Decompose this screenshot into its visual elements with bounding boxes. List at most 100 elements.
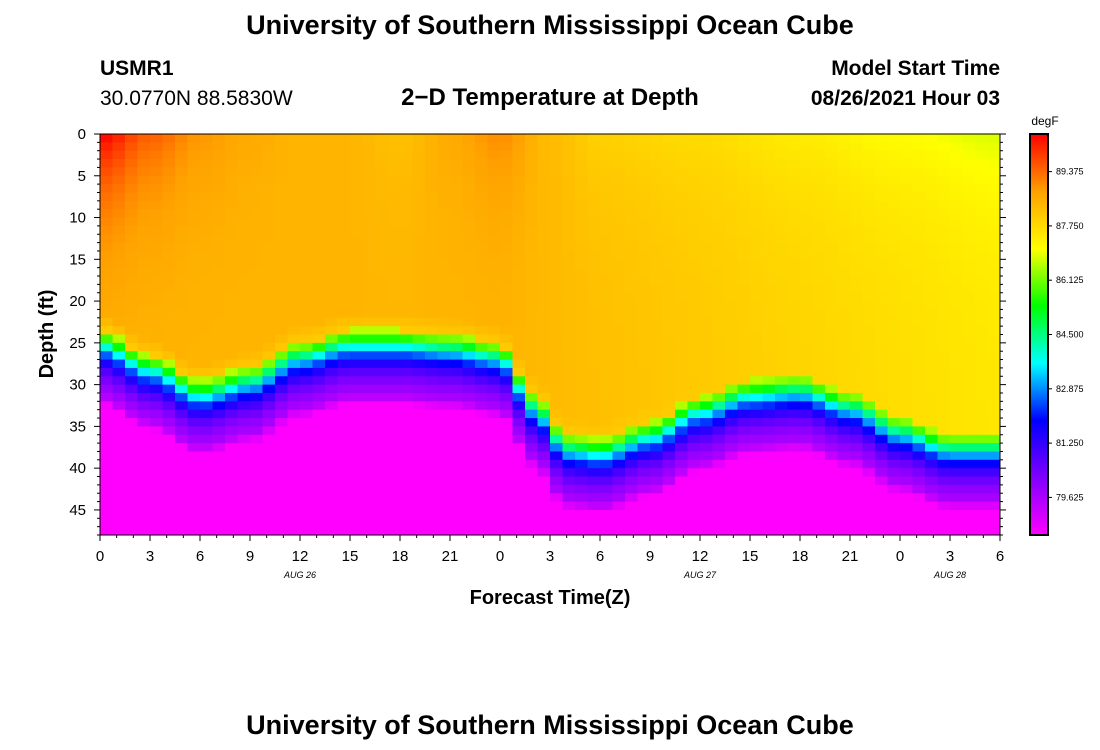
heatmap-cell (450, 167, 464, 177)
heatmap-cell (212, 250, 226, 260)
heatmap-cell (875, 434, 889, 444)
heatmap-cell (687, 192, 701, 202)
heatmap-cell (237, 426, 251, 436)
heatmap-cell (400, 209, 414, 219)
heatmap-cell (475, 209, 489, 219)
heatmap-cell (200, 175, 214, 185)
heatmap-cell (487, 184, 501, 194)
heatmap-cell (387, 509, 401, 519)
heatmap-cell (737, 242, 751, 252)
heatmap-cell (612, 175, 626, 185)
heatmap-cell (800, 451, 814, 461)
heatmap-cell (425, 484, 439, 494)
heatmap-cell (275, 493, 289, 503)
heatmap-cell (150, 468, 164, 478)
heatmap-cell (412, 526, 426, 535)
heatmap-cell (887, 351, 901, 361)
heatmap-cell (337, 459, 351, 469)
heatmap-cell (537, 309, 551, 319)
heatmap-cell (262, 317, 276, 327)
heatmap-cell (162, 493, 176, 503)
heatmap-cell (587, 426, 601, 436)
heatmap-cell (600, 250, 614, 260)
heatmap-cell (687, 259, 701, 269)
heatmap-cell (212, 142, 226, 152)
heatmap-cell (650, 392, 664, 402)
heatmap-cell (712, 367, 726, 377)
heatmap-cell (250, 443, 264, 453)
heatmap-cell (675, 509, 689, 519)
heatmap-cell (387, 443, 401, 453)
heatmap-cell (837, 434, 851, 444)
heatmap-cell (825, 192, 839, 202)
heatmap-cell (262, 493, 276, 503)
heatmap-cell (562, 493, 576, 503)
heatmap-cell (437, 167, 451, 177)
heatmap-cell (287, 376, 301, 386)
heatmap-cell (762, 284, 776, 294)
heatmap-cell (125, 225, 139, 235)
heatmap-cell (762, 451, 776, 461)
heatmap-cell (425, 259, 439, 269)
heatmap-cell (900, 367, 914, 377)
heatmap-cell (562, 418, 576, 427)
heatmap-cell (712, 493, 726, 503)
heatmap-cell (437, 459, 451, 469)
heatmap-cell (762, 484, 776, 494)
heatmap-cell (950, 501, 964, 511)
heatmap-cell (400, 234, 414, 244)
heatmap-cell (987, 334, 1000, 344)
heatmap-cell (137, 292, 151, 302)
heatmap-cell (662, 367, 676, 377)
heatmap-cell (787, 351, 801, 361)
heatmap-cell (162, 443, 176, 453)
heatmap-cell (675, 426, 689, 436)
heatmap-cell (700, 134, 714, 143)
heatmap-cell (275, 401, 289, 411)
heatmap-cell (550, 518, 564, 528)
heatmap-cell (975, 175, 989, 185)
heatmap-cell (200, 509, 214, 519)
heatmap-cell (100, 418, 114, 427)
heatmap-cell (450, 426, 464, 436)
heatmap-cell (237, 142, 251, 152)
heatmap-cell (487, 259, 501, 269)
heatmap-cell (525, 159, 539, 169)
heatmap-cell (525, 367, 539, 377)
heatmap-cell (550, 234, 564, 244)
heatmap-cell (575, 367, 589, 377)
heatmap-cell (812, 225, 826, 235)
heatmap-cell (912, 326, 926, 336)
heatmap-cell (437, 359, 451, 369)
heatmap-cell (150, 267, 164, 277)
heatmap-cell (162, 225, 176, 235)
heatmap-cell (637, 501, 651, 511)
heatmap-cell (437, 351, 451, 361)
heatmap-cell (875, 192, 889, 202)
heatmap-cell (725, 284, 739, 294)
heatmap-cell (300, 484, 314, 494)
heatmap-cell (125, 367, 139, 377)
heatmap-cell (637, 167, 651, 177)
heatmap-cell (512, 509, 526, 519)
heatmap-cell (250, 301, 264, 311)
heatmap-cell (825, 401, 839, 411)
heatmap-cell (100, 159, 114, 169)
heatmap-cell (450, 367, 464, 377)
heatmap-cell (600, 342, 614, 352)
heatmap-cell (475, 451, 489, 461)
heatmap-cell (612, 384, 626, 394)
heatmap-cell (587, 468, 601, 478)
heatmap-cell (250, 167, 264, 177)
heatmap-cell (362, 509, 376, 519)
heatmap-cell (200, 418, 214, 427)
heatmap-cell (950, 518, 964, 528)
heatmap-cell (262, 426, 276, 436)
heatmap-cell (800, 317, 814, 327)
heatmap-cell (662, 267, 676, 277)
heatmap-cell (237, 401, 251, 411)
heatmap-cell (837, 167, 851, 177)
heatmap-cell (512, 150, 526, 160)
heatmap-cell (775, 159, 789, 169)
heatmap-cell (112, 401, 126, 411)
